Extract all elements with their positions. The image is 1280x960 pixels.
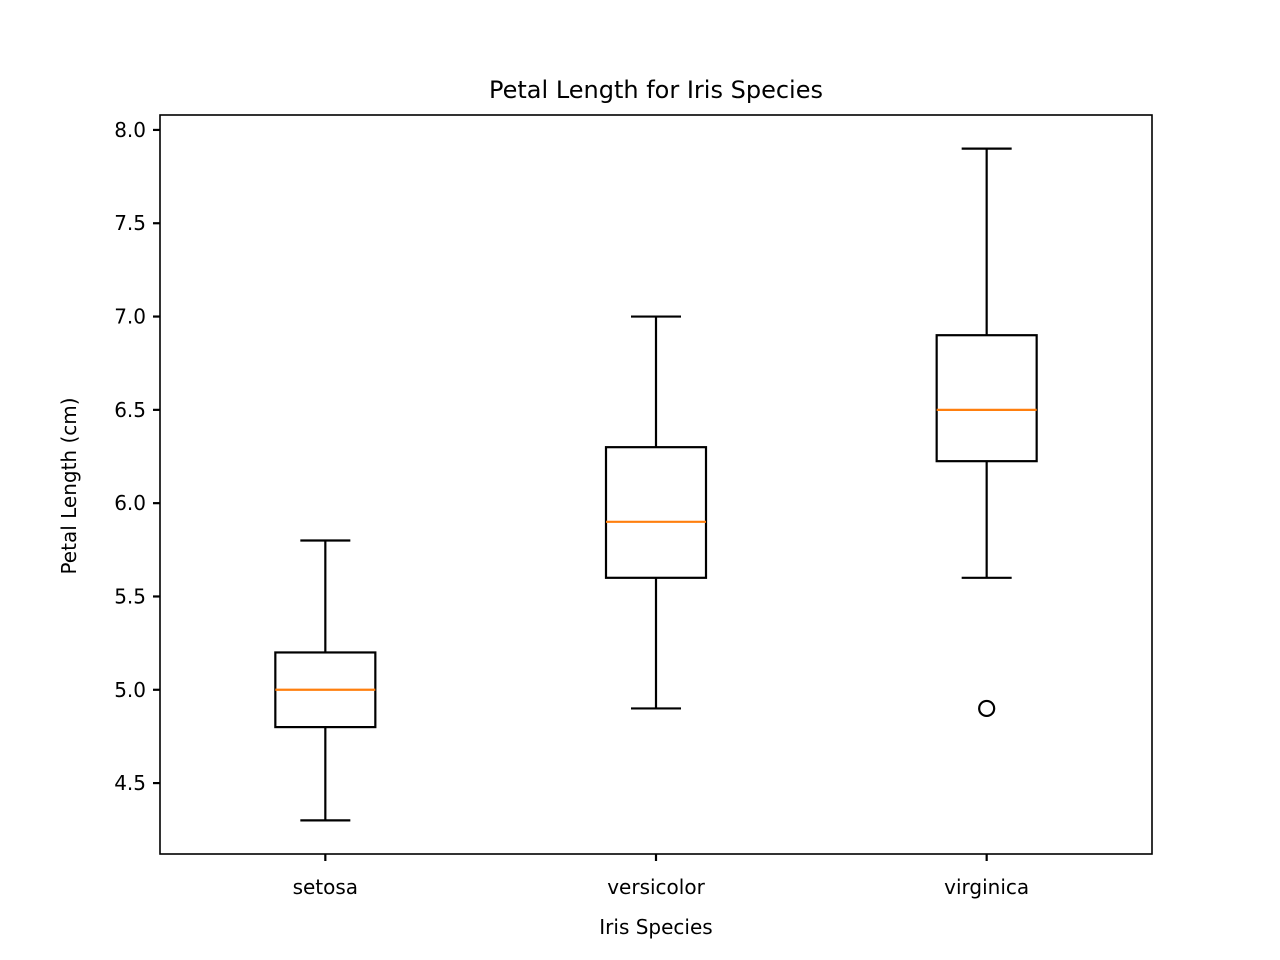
y-tick-label: 4.5 <box>114 771 146 795</box>
axes-frame <box>159 114 1153 855</box>
box-iqr <box>935 334 1038 463</box>
plot-area: 4.5 5.0 5.5 6.0 6.5 7.0 7.5 8.0 setosa versicolor… <box>114 118 1038 899</box>
outlier-point <box>978 699 996 718</box>
x-tick-label: virginica <box>944 875 1029 899</box>
y-tick-label: 7.5 <box>114 211 146 235</box>
y-tick-label: 5.5 <box>114 584 146 608</box>
y-tick-label: 8.0 <box>114 118 146 142</box>
y-tick-label: 7.0 <box>114 305 146 329</box>
y-axis-label: Petal Length (cm) <box>57 397 81 574</box>
y-tick-label: 5.0 <box>114 678 146 702</box>
chart-title: Petal Length for Iris Species <box>489 76 823 104</box>
y-tick-label: 6.5 <box>114 398 146 422</box>
x-axis-label: Iris Species <box>599 915 712 939</box>
x-tick-label: setosa <box>293 875 358 899</box>
y-tick-label: 6.0 <box>114 491 146 515</box>
box-iqr <box>604 446 708 579</box>
x-tick-label: versicolor <box>607 875 705 899</box>
